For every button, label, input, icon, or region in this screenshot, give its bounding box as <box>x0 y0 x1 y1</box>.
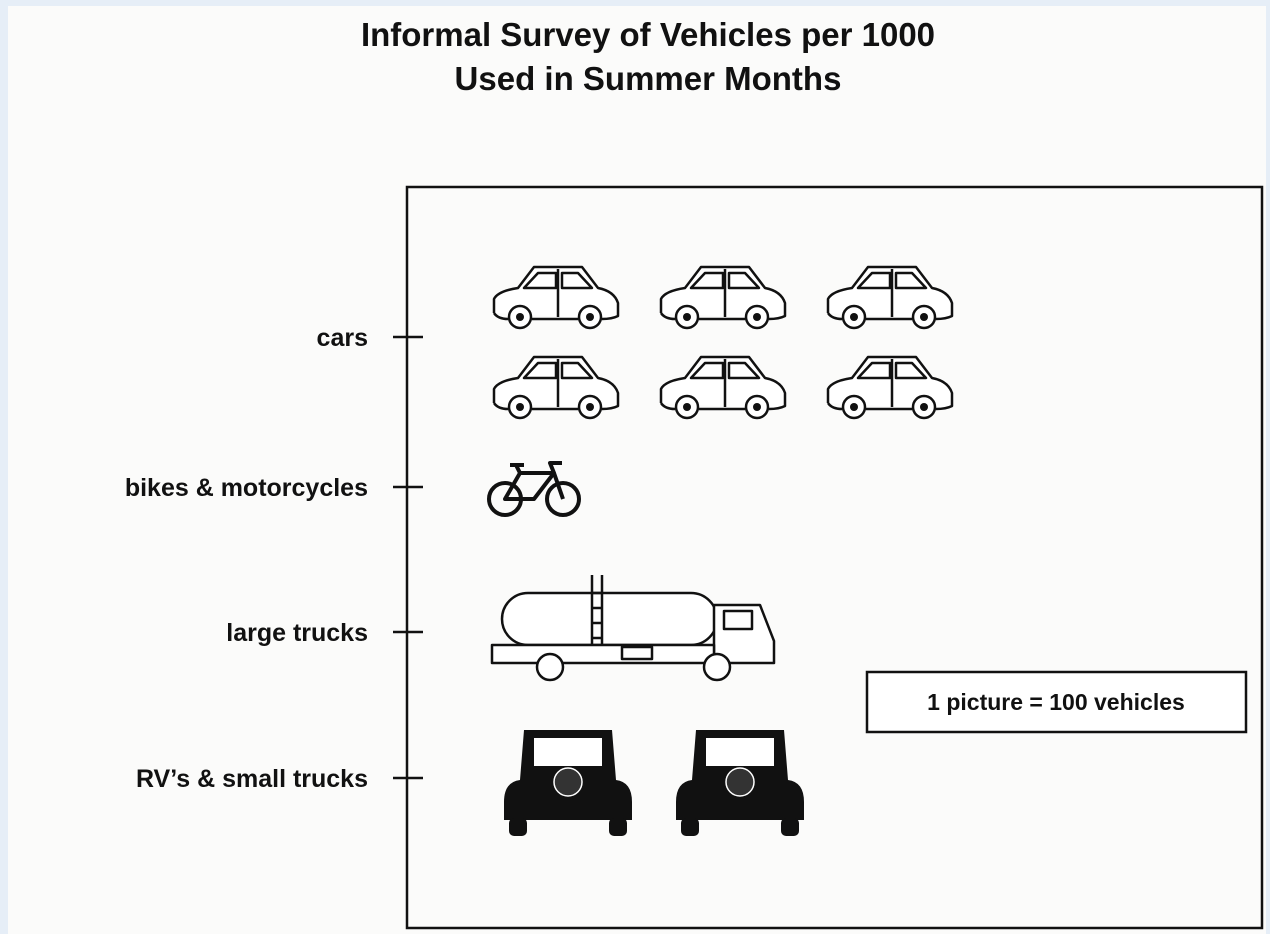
key-box <box>865 670 1248 734</box>
truck-chassis <box>490 643 716 665</box>
truck-wheel <box>535 652 565 682</box>
pictogram-icon <box>490 575 776 682</box>
car-hub <box>920 403 928 411</box>
rv-grille <box>725 767 755 797</box>
pictogram-icon <box>504 730 632 836</box>
pictogram-group <box>487 461 581 517</box>
car-hub <box>586 313 594 321</box>
truck-wheel <box>702 652 732 682</box>
pictogram-icon <box>492 265 620 330</box>
pictogram-group <box>504 730 804 836</box>
car-window <box>689 269 761 317</box>
paper <box>8 6 1266 934</box>
rv-window <box>534 738 602 766</box>
pictogram-icon <box>487 461 581 517</box>
rv-grille <box>553 767 583 797</box>
truck-window <box>722 609 754 631</box>
bike-frame <box>503 461 565 501</box>
pictogram-group <box>490 575 776 682</box>
y-tick-label: RV’s & small trucks <box>136 765 368 793</box>
car-hub <box>683 403 691 411</box>
car-hub <box>850 403 858 411</box>
key-label: 1 picture = 100 vehicles <box>927 689 1185 715</box>
pictogram-icon <box>659 265 787 330</box>
rv-wheel <box>509 818 527 836</box>
truck-ladder <box>590 575 604 653</box>
pictogram-icon <box>492 355 620 420</box>
car-hub <box>516 403 524 411</box>
car-hub <box>683 313 691 321</box>
car-hub <box>753 313 761 321</box>
y-tick-label: bikes & motorcycles <box>125 474 368 502</box>
truck-tank <box>500 591 719 647</box>
y-tick-label: large trucks <box>226 619 368 647</box>
rv-wheel <box>781 818 799 836</box>
pictogram-icon <box>826 265 954 330</box>
rv-window <box>706 738 774 766</box>
rv-wheel <box>681 818 699 836</box>
rv-wheel <box>609 818 627 836</box>
car-window <box>522 269 594 317</box>
pictogram-group <box>492 265 954 420</box>
car-window <box>522 359 594 407</box>
car-hub <box>920 313 928 321</box>
chart-title: Informal Survey of Vehicles per 1000 <box>361 16 935 53</box>
pictogram-icon <box>676 730 804 836</box>
pictogram-icon <box>659 355 787 420</box>
plot-frame <box>405 185 1264 930</box>
car-hub <box>586 403 594 411</box>
car-window <box>856 269 928 317</box>
car-window <box>856 359 928 407</box>
car-hub <box>753 403 761 411</box>
car-hub <box>516 313 524 321</box>
pictogram-icon <box>826 355 954 420</box>
car-window <box>689 359 761 407</box>
y-tick-label: cars <box>317 324 368 352</box>
bike-wheel <box>545 481 581 517</box>
car-hub <box>850 313 858 321</box>
chart-title: Used in Summer Months <box>455 60 842 97</box>
